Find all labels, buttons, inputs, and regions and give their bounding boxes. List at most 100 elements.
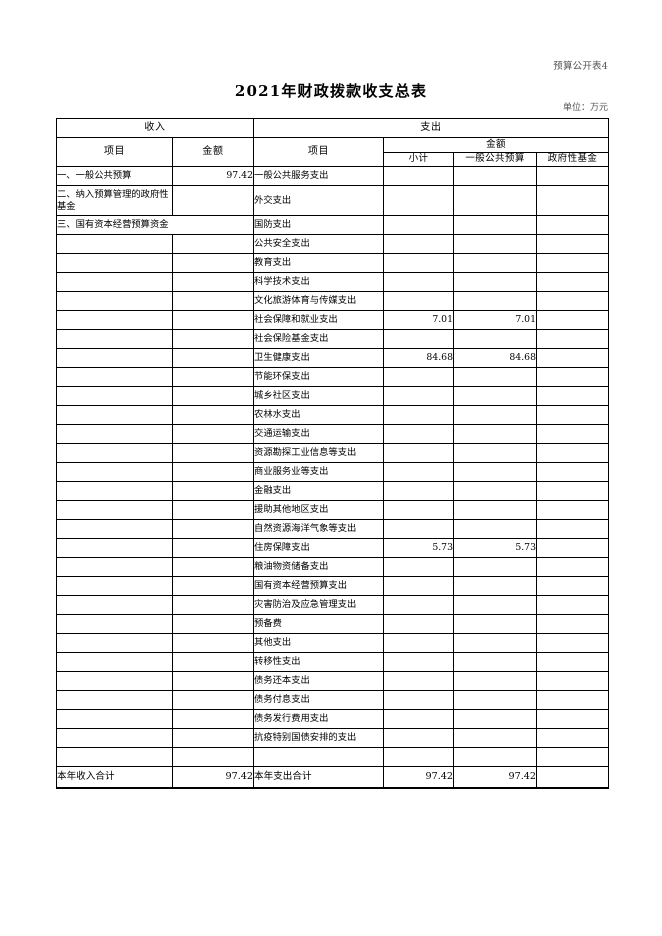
income-item-cell: 一、一般公共预算 <box>56 166 173 186</box>
expenditure-general-budget-cell <box>453 690 538 710</box>
income-amount-cell <box>171 386 255 406</box>
total-income-amount-cell: 97.42 <box>171 766 255 789</box>
expenditure-government-fund-cell <box>536 481 610 501</box>
income-item-cell <box>56 614 173 634</box>
expenditure-subtotal-cell <box>383 500 455 520</box>
expenditure-general-budget-cell <box>453 747 538 767</box>
group-header-income: 收入 <box>55 118 255 138</box>
expenditure-subtotal-cell <box>383 728 455 748</box>
expenditure-subtotal-cell <box>383 690 455 710</box>
expenditure-subtotal-cell <box>383 633 455 653</box>
table-row: 预备费 <box>56 614 610 634</box>
income-item-cell <box>56 500 173 520</box>
expenditure-government-fund-cell <box>536 272 610 292</box>
total-subtotal-cell: 97.42 <box>383 766 455 789</box>
income-item-cell <box>56 443 173 463</box>
income-item-cell <box>56 519 173 539</box>
total-expenditure-label-cell: 本年支出合计 <box>253 766 385 789</box>
table-row: 援助其他地区支出 <box>56 500 610 520</box>
expenditure-subtotal-cell <box>383 367 455 387</box>
table-row: 社会保险基金支出 <box>56 329 610 349</box>
expenditure-general-budget-cell: 5.73 <box>453 538 538 558</box>
expenditure-item-cell: 其他支出 <box>253 633 385 653</box>
expenditure-subtotal-cell <box>383 185 455 216</box>
income-item-cell <box>56 348 173 368</box>
expenditure-subtotal-cell <box>383 557 455 577</box>
expenditure-item-cell: 转移性支出 <box>253 652 385 672</box>
table-row: 交通运输支出 <box>56 424 610 444</box>
expenditure-general-budget-cell <box>453 253 538 273</box>
income-item-cell <box>56 538 173 558</box>
table-row: 商业服务业等支出 <box>56 462 610 482</box>
expenditure-subtotal-cell <box>383 747 455 767</box>
expenditure-general-budget-cell <box>453 481 538 501</box>
expenditure-subtotal-cell <box>383 166 455 186</box>
expenditure-general-budget-cell: 7.01 <box>453 310 538 330</box>
table-row: 金融支出 <box>56 481 610 501</box>
income-item-cell <box>56 633 173 653</box>
expenditure-government-fund-cell <box>536 614 610 634</box>
expenditure-general-budget-cell <box>453 291 538 311</box>
income-item-cell <box>56 253 173 273</box>
expenditure-item-cell: 社会保险基金支出 <box>253 329 385 349</box>
expenditure-government-fund-cell <box>536 386 610 406</box>
expenditure-government-fund-cell <box>536 538 610 558</box>
expenditure-item-cell: 科学技术支出 <box>253 272 385 292</box>
income-item-cell <box>56 652 173 672</box>
income-amount-cell <box>171 443 255 463</box>
expenditure-item-cell: 交通运输支出 <box>253 424 385 444</box>
expenditure-government-fund-cell <box>536 462 610 482</box>
expenditure-general-budget-cell <box>453 576 538 596</box>
expenditure-subtotal-cell <box>383 424 455 444</box>
table-row: 转移性支出 <box>56 652 610 672</box>
expenditure-general-budget-cell: 84.68 <box>453 348 538 368</box>
total-income-label-cell: 本年收入合计 <box>56 766 173 789</box>
expenditure-subtotal-cell <box>383 291 455 311</box>
expenditure-government-fund-cell <box>536 185 610 216</box>
expenditure-subtotal-cell <box>383 272 455 292</box>
expenditure-government-fund-cell <box>536 329 610 349</box>
expenditure-subtotal-cell <box>383 709 455 729</box>
budget-table: 收入 支出 项目 金额 项目 金额 小计 一般公共预算 政府性基金 一、一般公共… <box>55 118 610 789</box>
expenditure-item-cell: 国防支出 <box>253 215 385 235</box>
expenditure-general-budget-cell <box>453 367 538 387</box>
table-row: 公共安全支出 <box>56 234 610 254</box>
expenditure-general-budget-cell <box>453 595 538 615</box>
expenditure-item-cell: 社会保障和就业支出 <box>253 310 385 330</box>
expenditure-general-budget-cell <box>453 234 538 254</box>
table-header: 收入 支出 项目 金额 项目 金额 小计 一般公共预算 政府性基金 <box>55 118 610 167</box>
income-amount-cell <box>171 234 255 254</box>
expenditure-item-cell: 商业服务业等支出 <box>253 462 385 482</box>
expenditure-general-budget-cell <box>453 386 538 406</box>
income-amount-cell <box>171 614 255 634</box>
table-row: 农林水支出 <box>56 405 610 425</box>
expenditure-general-budget-cell <box>453 519 538 539</box>
income-item-cell <box>56 557 173 577</box>
expenditure-general-budget-cell <box>453 215 538 235</box>
income-item-cell: 三、国有资本经营预算资金 <box>55 215 255 235</box>
expenditure-item-cell: 债务还本支出 <box>253 671 385 691</box>
expenditure-general-budget-cell <box>453 614 538 634</box>
expenditure-government-fund-cell <box>536 215 610 235</box>
income-amount-cell <box>171 671 255 691</box>
income-item-cell <box>56 747 173 767</box>
column-header-income-amount: 金额 <box>171 137 255 167</box>
table-row: 社会保障和就业支出 7.01 7.01 <box>56 310 610 330</box>
table-row: 资源勘探工业信息等支出 <box>56 443 610 463</box>
expenditure-government-fund-cell <box>536 728 610 748</box>
expenditure-item-cell: 自然资源海洋气象等支出 <box>253 519 385 539</box>
income-amount-cell <box>171 272 255 292</box>
expenditure-item-cell: 公共安全支出 <box>253 234 385 254</box>
income-amount-cell <box>171 481 255 501</box>
column-header-government-fund: 政府性基金 <box>536 151 610 167</box>
total-general-budget-cell: 97.42 <box>453 766 538 789</box>
expenditure-item-cell: 住房保障支出 <box>253 538 385 558</box>
column-header-general-public-budget: 一般公共预算 <box>453 151 538 167</box>
expenditure-item-cell: 粮油物资储备支出 <box>253 557 385 577</box>
expenditure-government-fund-cell <box>536 671 610 691</box>
column-header-subtotal: 小计 <box>383 151 455 167</box>
expenditure-general-budget-cell <box>453 500 538 520</box>
expenditure-government-fund-cell <box>536 519 610 539</box>
income-item-cell <box>56 272 173 292</box>
